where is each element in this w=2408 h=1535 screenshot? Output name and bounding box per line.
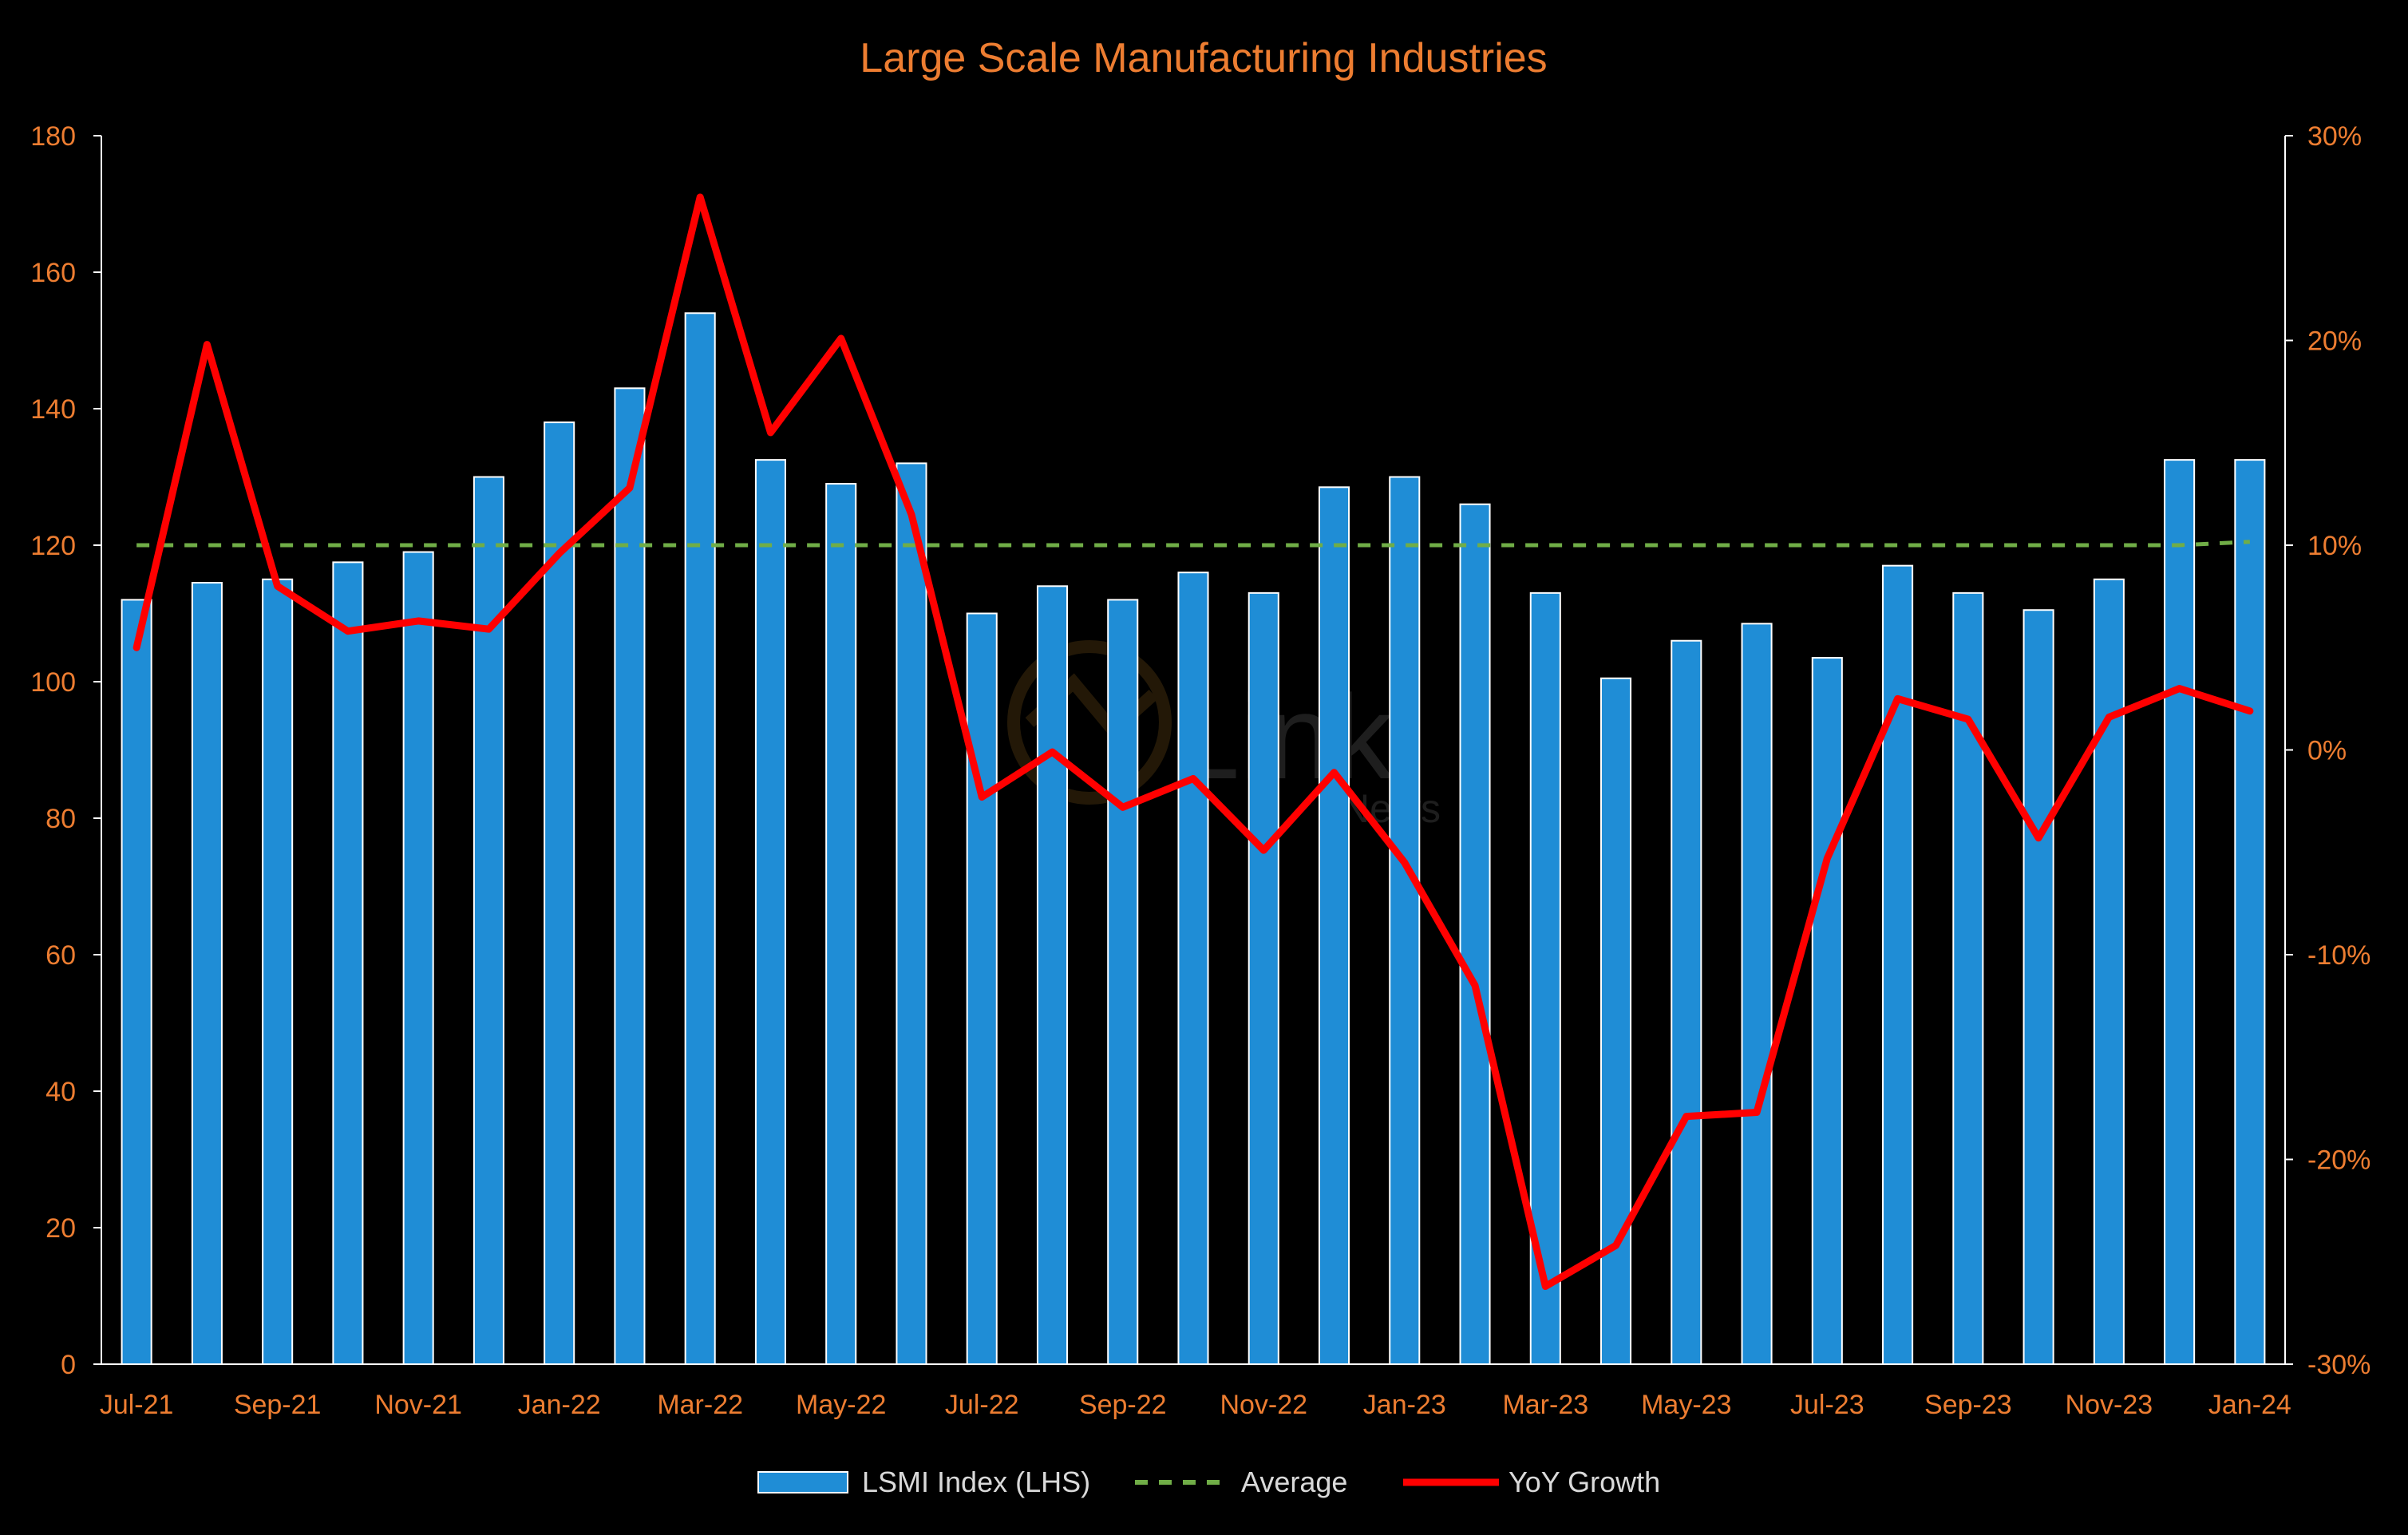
bar-lsmi-Feb-23 [1459,503,1491,1366]
bar-lsmi-Aug-23 [1882,564,1914,1365]
bar-lsmi-Jun-22 [896,462,927,1365]
watermark-text: Link [1173,670,1394,804]
bar-lsmi-Dec-23 [2164,459,2196,1365]
bar-lsmi-Jan-24 [2234,459,2266,1365]
x-tick-label: Jan-24 [2208,1390,2291,1420]
y-left-tick-label: 160 [30,258,76,288]
bar-lsmi-Mar-22 [684,312,716,1365]
bars-layer [121,312,2266,1366]
x-tick-label: Jul-23 [1790,1390,1864,1420]
x-tick-label: May-23 [1641,1390,1731,1420]
x-tick-label: Jan-22 [518,1390,601,1420]
x-tick-label: Nov-23 [2066,1390,2153,1420]
bar-lsmi-Feb-22 [614,387,646,1366]
legend-swatch-lsmi [757,1471,848,1493]
y-right-tick-label: 10% [2307,531,2362,561]
y-right-tick-label: -20% [2307,1145,2370,1176]
average-line-layer [136,540,2250,548]
y-axis-left-ticks: 0 20 40 60 80 100 120 140 160 180 [30,121,101,1380]
bar-lsmi-Sep-23 [1952,591,1984,1365]
y-left-tick-label: 60 [45,940,76,971]
x-tick-label: Nov-21 [374,1390,462,1420]
series-line-yoy-growth [132,193,2254,1291]
y-left-tick-label: 40 [45,1077,76,1107]
yoy-line-layer [132,193,2254,1291]
bar-lsmi-Jan-22 [544,421,575,1365]
x-tick-label: May-22 [796,1390,886,1420]
x-tick-label: Sep-23 [1924,1390,2012,1420]
x-tick-label: Sep-22 [1079,1390,1167,1420]
y-axis-right-ticks: -30% -20% -10% 0% 10% 20% 30% [2285,121,2370,1380]
y-left-tick-label: 80 [45,804,76,834]
y-left-tick-label: 100 [30,667,76,698]
bar-lsmi-Apr-22 [754,459,786,1365]
x-axis-ticks: Jul-21 Sep-21 Nov-21 Jan-22 Mar-22 May-22 Jul-… [100,1390,2291,1420]
legend-label-lsmi: LSMI Index (LHS) [862,1466,1090,1498]
y-left-tick-label: 0 [61,1350,76,1380]
y-right-tick-label: -30% [2307,1350,2370,1380]
y-right-tick-label: -10% [2307,940,2370,971]
bar-lsmi-Dec-22 [1318,486,1350,1366]
bar-lsmi-Oct-22 [1177,572,1209,1365]
bar-lsmi-Oct-23 [2022,609,2054,1365]
x-tick-label: Nov-22 [1220,1390,1307,1420]
bar-lsmi-Sep-21 [262,578,294,1365]
bar-lsmi-Oct-21 [332,561,364,1365]
watermark-ring-icon [1007,640,1172,805]
bar-lsmi-Jun-23 [1741,623,1773,1365]
bar-lsmi-Nov-21 [402,551,434,1365]
y-left-tick-label: 180 [30,121,76,152]
legend: LSMI Index (LHS) Average YoY Growth [757,1466,1660,1498]
legend-label-yoy: YoY Growth [1508,1466,1660,1498]
x-tick-label: Jul-22 [945,1390,1019,1420]
bar-lsmi-Aug-22 [1036,585,1069,1365]
y-right-tick-label: 30% [2307,121,2362,152]
y-left-tick-label: 140 [30,394,76,425]
x-tick-label: Mar-22 [657,1390,743,1420]
x-tick-label: Sep-21 [234,1390,322,1420]
bar-lsmi-Sep-22 [1107,599,1139,1365]
x-tick-label: Mar-23 [1502,1390,1588,1420]
series-line-average [136,540,2250,548]
bar-lsmi-Apr-23 [1600,677,1632,1365]
x-tick-label: Jul-21 [100,1390,174,1420]
bar-lsmi-Nov-23 [2093,578,2125,1365]
bar-lsmi-May-22 [825,483,857,1365]
y-left-tick-label: 120 [30,531,76,561]
bar-lsmi-Jul-21 [121,599,152,1365]
bar-lsmi-Aug-21 [191,582,223,1365]
bar-lsmi-Jan-23 [1389,476,1421,1365]
y-right-tick-label: 0% [2307,736,2347,766]
bar-lsmi-Dec-21 [473,476,504,1365]
bar-lsmi-Jul-22 [966,612,998,1365]
chart-title: Large Scale Manufacturing Industries [860,35,1547,81]
y-right-tick-label: 20% [2307,326,2362,357]
bar-lsmi-May-23 [1671,639,1702,1365]
bar-lsmi-Jul-23 [1811,657,1843,1365]
bar-lsmi-Nov-22 [1247,591,1279,1365]
legend-label-average: Average [1241,1466,1347,1498]
x-tick-label: Jan-23 [1363,1390,1446,1420]
y-left-tick-label: 20 [45,1213,76,1244]
